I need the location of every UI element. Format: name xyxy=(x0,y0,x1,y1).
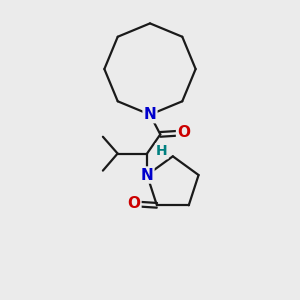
Text: O: O xyxy=(177,125,190,140)
Text: N: N xyxy=(144,107,156,122)
Text: O: O xyxy=(128,196,140,211)
Text: N: N xyxy=(141,167,153,182)
Text: H: H xyxy=(156,144,168,158)
